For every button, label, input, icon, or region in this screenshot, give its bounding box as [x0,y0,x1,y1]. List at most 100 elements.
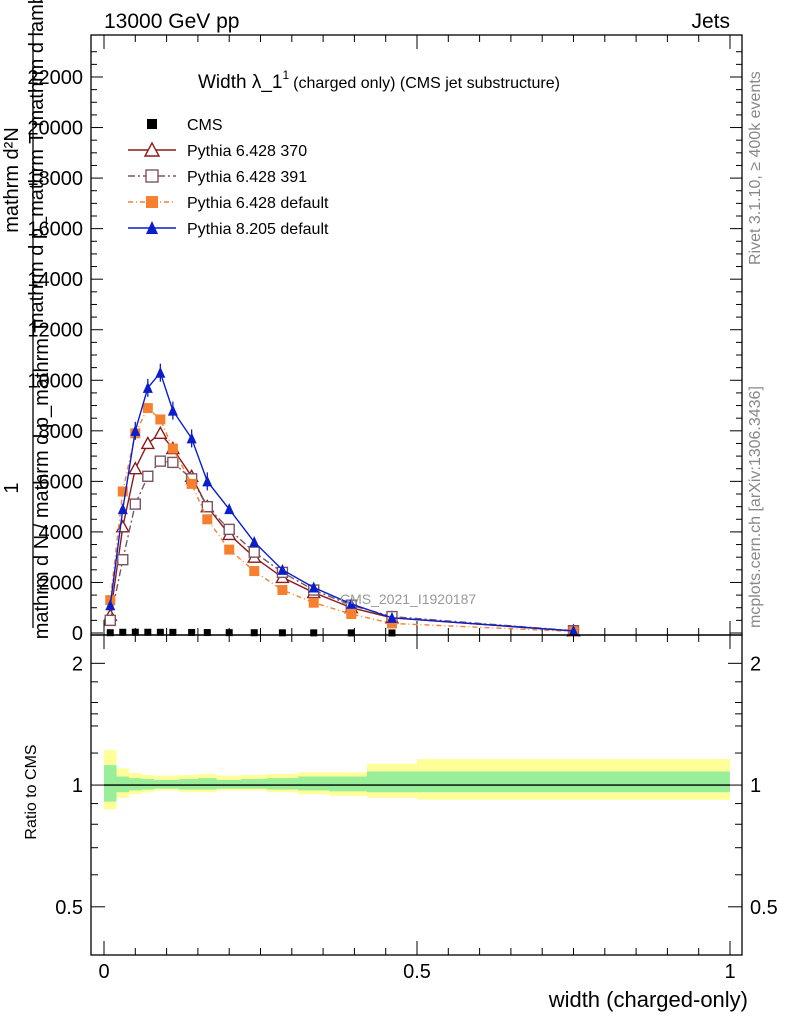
y-tick-label: 16000 [27,219,83,241]
ratio-bands [104,750,730,810]
ratio-plot-frame [90,634,743,956]
data-point-p6def [186,478,197,489]
data-point-cms [203,629,211,637]
y-tick-label: 22000 [27,67,83,89]
legend-entry: Pythia 8.205 default [187,221,329,238]
data-point-p8def [130,424,141,436]
data-point-p8def [202,475,213,487]
data-point-p6def [155,414,166,425]
ratio-y-tick-label-right: 0.5 [750,897,778,919]
legend-entry: Pythia 6.428 370 [187,143,307,160]
data-point-cms [188,628,196,636]
data-point-p6def [117,486,128,497]
data-point-cms [119,628,127,636]
data-point-cms [106,629,114,637]
ratio-y-tick-label: 1 [72,775,83,797]
data-point-p8def [346,597,357,609]
legend-marker [147,119,157,129]
data-point-p391 [167,456,179,469]
data-point-p391 [142,470,154,483]
y-tick-label: 6000 [39,471,84,493]
data-point-p6def [224,544,235,555]
y-tick-label: 0 [72,623,83,645]
x-axis-label: width (charged-only) [548,987,748,1012]
data-point-cms [278,629,286,637]
data-point-p8def [167,404,178,416]
data-point-p6def [277,585,288,596]
data-point-p8def [224,503,235,515]
ratio-axes: 0 0.5 1 0.5 0.5 1 1 2 2 [55,635,778,983]
rivet-label: Rivet 3.1.10, ≥ 400k events [747,71,764,265]
data-point-p391 [201,500,213,513]
data-point-p370 [128,461,143,475]
data-point-p391 [154,455,167,467]
y-tick-label: 8000 [39,421,84,443]
data-point-p8def [386,611,397,623]
ratio-y-tick-label-right: 2 [750,653,761,675]
ylabel-one: 1 [1,482,23,493]
y-tick-label: 2000 [39,572,84,594]
data-point-p391 [104,614,116,627]
series-line-p391 [109,460,574,632]
data-point-cms [347,629,355,637]
header-right: Jets [691,10,730,33]
x-tick-label: 0.5 [403,961,431,983]
y-tick-label: 4000 [39,522,84,544]
legend-entry: Pythia 6.428 391 [187,169,307,186]
y-tick-label: 18000 [27,168,83,190]
ratio-y-tick-label: 2 [72,653,83,675]
data-point-p8def [249,536,260,548]
y-tick-label: 20000 [27,118,83,140]
data-point-p391 [248,546,260,558]
data-point-p6def [308,597,319,608]
data-point-p8def [142,381,153,393]
data-point-p6def [202,514,213,525]
x-tick-label: 1 [724,961,735,983]
legend-entry: Pythia 6.428 default [187,195,329,212]
data-point-cms [250,629,258,637]
data-point-p8def [117,503,128,515]
legend: CMS Pythia 6.428 370 Pythia 6.428 391 Pythi… [128,117,329,238]
data-point-cms [169,628,177,636]
main-axes: 0 2000 4000 6000 8000 10000 12000 14000 16000 180… [27,35,742,645]
data-point-p6def [167,443,178,454]
ratio-band-inner [104,765,730,802]
header-left: 13000 GeV pp [104,10,239,33]
ratio-y-tick-label-right: 1 [750,775,761,797]
y-tick-label: 10000 [27,370,83,392]
mcplots-label: mcplots.cern.ch [arXiv:1306.3436] [747,386,764,628]
data-point-p391 [117,554,129,566]
ylabel-numerator-1: mathrm d²N [1,127,23,233]
data-point-p391 [223,523,235,536]
data-point-p6def [386,618,397,629]
analysis-watermark: CMS_2021_I1920187 [340,591,476,607]
ratio-ylabel: Ratio to CMS [23,744,40,839]
main-series [103,363,581,637]
data-point-p391 [129,498,142,510]
data-point-p6def [249,566,260,577]
x-tick-label: 0 [98,961,109,983]
data-point-p6def [142,403,153,414]
data-point-p8def [277,563,288,575]
legend-marker [146,196,158,208]
data-point-cms [388,629,396,637]
data-point-p370 [153,425,168,440]
data-point-p8def [308,581,319,593]
data-point-cms [131,628,139,636]
ylabel-numerator-2: mathrm d p_mathrm T mathrm d lambda [26,0,48,329]
data-point-p8def [568,624,579,636]
data-point-cms [144,628,152,636]
data-point-p6def [346,609,357,620]
ylabel-denominator: mathrm d N / mathrm d p_mathrm T [31,321,53,640]
data-point-cms [310,629,318,637]
data-point-cms [156,628,164,636]
data-point-p8def [155,366,166,378]
data-point-p370 [140,435,155,450]
y-tick-label: 14000 [27,269,83,291]
main-title: Width λ_11 (charged only) (CMS jet substr… [198,68,560,93]
legend-entry: CMS [187,117,223,134]
data-point-p8def [186,432,197,444]
data-point-cms [225,629,233,637]
y-tick-label: 12000 [27,320,83,342]
